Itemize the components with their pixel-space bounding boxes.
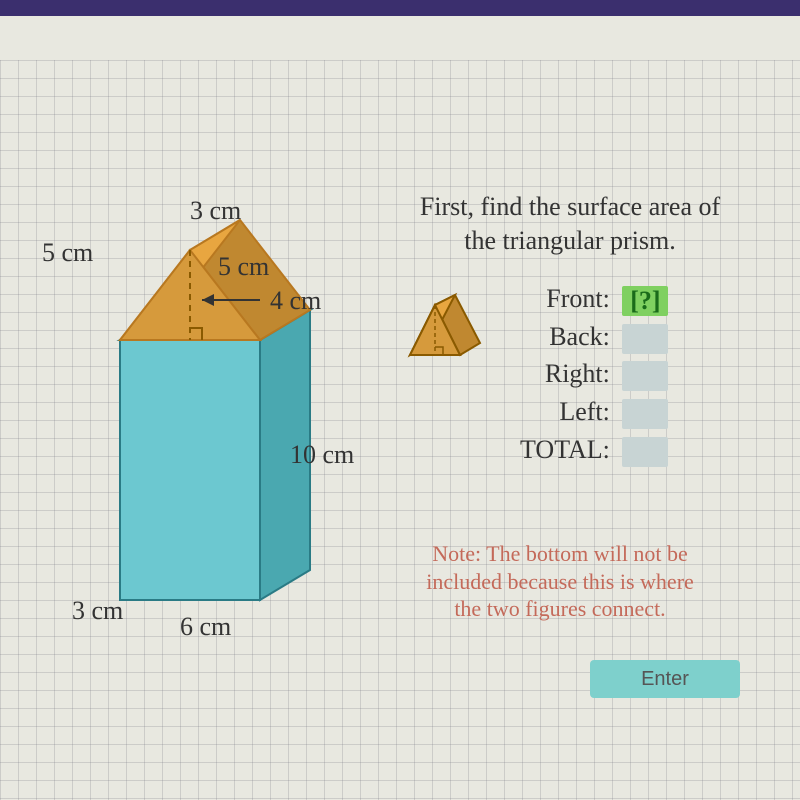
left-answer-slot[interactable] <box>622 399 668 429</box>
surface-area-list: Front: [?] Back: Right: Left: TOTAL: <box>520 280 668 468</box>
window-titlebar <box>0 0 800 16</box>
back-answer-slot[interactable] <box>622 324 668 354</box>
dim-4cm: 4 cm <box>270 286 321 316</box>
front-answer-slot[interactable]: [?] <box>622 286 668 316</box>
dim-3cm-base: 3 cm <box>72 596 123 626</box>
dim-5cm-left: 5 cm <box>42 238 93 268</box>
right-label: Right: <box>545 359 610 388</box>
composite-solid-figure <box>60 190 340 660</box>
instruction-line1: First, find the surface area of <box>420 192 720 221</box>
total-label: TOTAL: <box>520 435 610 464</box>
dim-5cm-right: 5 cm <box>218 252 269 282</box>
front-label: Front: <box>546 284 610 313</box>
note-line1: Note: The bottom will not be <box>432 541 688 566</box>
dim-3cm: 3 cm <box>190 196 241 226</box>
instruction-text: First, find the surface area of the tria… <box>380 190 760 258</box>
enter-button[interactable]: Enter <box>590 660 740 698</box>
instruction-line2: the triangular prism. <box>464 226 676 255</box>
note-line3: the two figures connect. <box>454 596 665 621</box>
note-line2: included because this is where <box>426 569 694 594</box>
rect-front-face <box>120 340 260 600</box>
total-answer-slot[interactable] <box>622 437 668 467</box>
left-label: Left: <box>559 397 610 426</box>
note-text: Note: The bottom will not be included be… <box>380 540 740 623</box>
dim-6cm: 6 cm <box>180 612 231 642</box>
back-label: Back: <box>549 322 610 351</box>
mini-prism-icon <box>400 280 490 370</box>
right-answer-slot[interactable] <box>622 361 668 391</box>
dim-10cm: 10 cm <box>290 440 354 470</box>
